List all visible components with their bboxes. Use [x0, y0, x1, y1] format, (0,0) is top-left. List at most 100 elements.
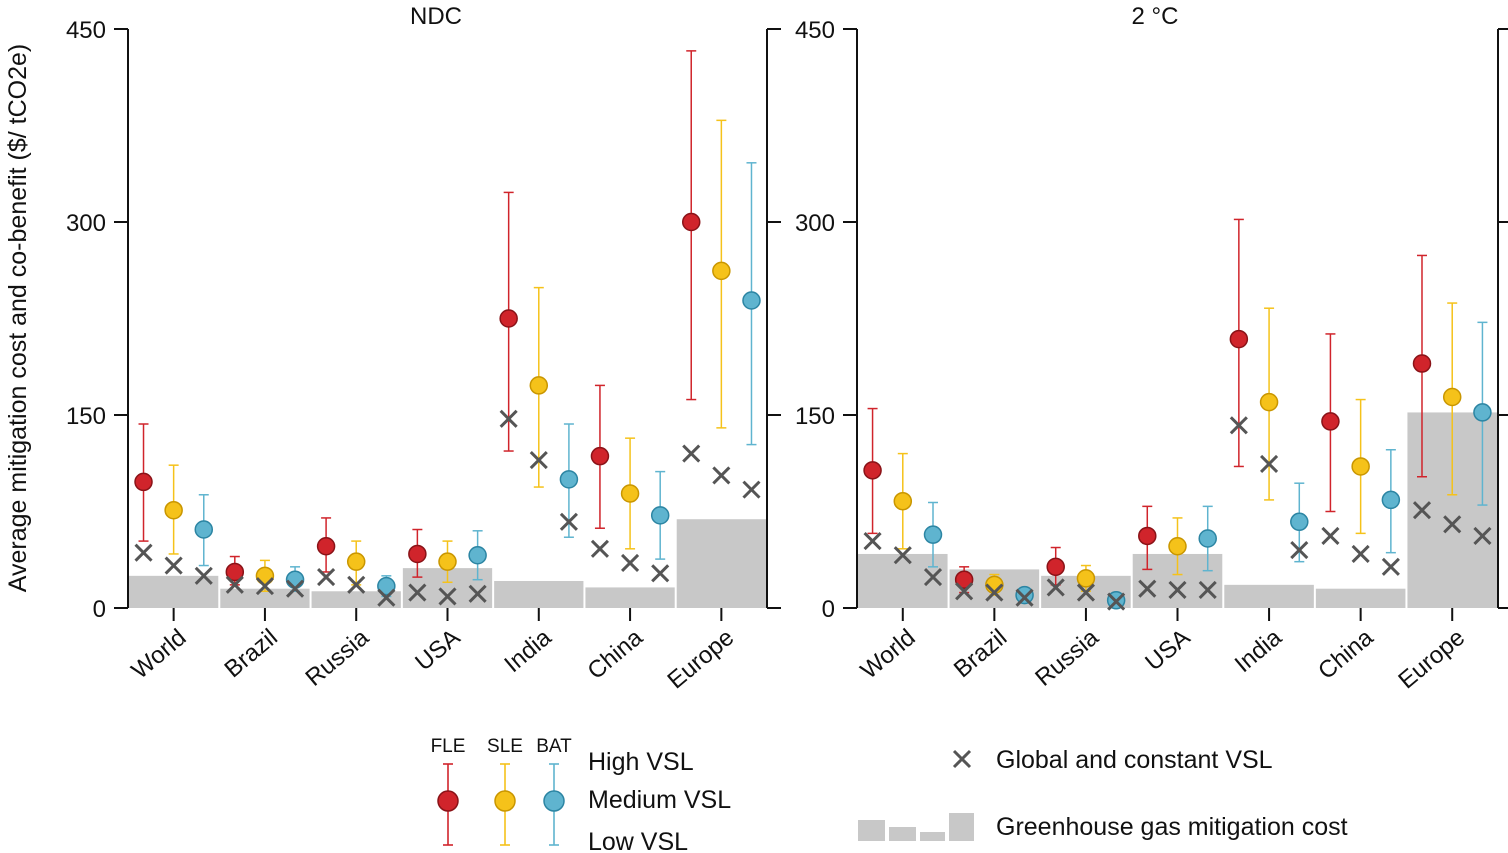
cross-stroke — [255, 577, 274, 596]
global-vsl-cross-india-1 — [1260, 454, 1279, 473]
cross-stroke — [285, 579, 305, 598]
legend-label-sle: SLE — [487, 736, 523, 757]
global-vsl-cross-china-2 — [651, 564, 670, 583]
cross-stroke — [499, 409, 518, 428]
cross-stroke — [712, 466, 731, 485]
cross-stroke — [408, 583, 427, 602]
cross-stroke — [468, 584, 487, 603]
cross-stroke — [1076, 583, 1095, 602]
cross-stroke — [985, 583, 1004, 602]
cross-stroke — [529, 450, 548, 470]
medium-vsl-point-europe-bat — [1473, 403, 1492, 422]
x-tick-label-world: World — [856, 624, 921, 685]
cross-stroke — [1443, 515, 1462, 534]
medium-vsl-point-china-bat — [1381, 490, 1401, 510]
medium-vsl-point-world-fle — [134, 472, 153, 492]
cross-stroke — [742, 480, 761, 499]
y-tick-label-150: 150 — [66, 403, 106, 430]
ghg-cost-bar-world — [858, 553, 948, 608]
ghg-cost-bar-india — [1224, 584, 1314, 608]
x-tick-label-europe: Europe — [663, 624, 740, 694]
cross-stroke — [317, 568, 336, 587]
x-tick-label-russia: Russia — [1030, 623, 1104, 691]
x-tick-label-world: World — [126, 624, 191, 685]
legend-label-fle: FLE — [431, 736, 466, 757]
global-vsl-cross-europe-1 — [1443, 515, 1462, 534]
medium-vsl-point-india-bat — [1290, 512, 1309, 532]
medium-vsl-point-world-sle — [893, 491, 913, 511]
cross-stroke — [1046, 578, 1065, 597]
medium-vsl-point-usa-sle — [1168, 536, 1187, 556]
cross-stroke — [1260, 454, 1279, 473]
ghg-cost-bar-india — [494, 580, 584, 608]
cross-stroke — [1015, 588, 1034, 607]
global-vsl-cross-europe-2 — [742, 480, 761, 499]
panel-2c: 0 150 300 450 World Brazil Russia USA India China… — [795, 17, 1508, 694]
global-vsl-cross-russia-1 — [347, 575, 366, 594]
global-vsl-cross-world-2 — [194, 566, 213, 585]
x-tick-label-india: India — [1230, 623, 1288, 678]
cross-stroke — [377, 588, 396, 607]
x-tick-label-usa: USA — [410, 624, 465, 676]
global-vsl-cross-china-0 — [590, 539, 610, 558]
global-vsl-cross-europe-0 — [1412, 501, 1432, 520]
cross-stroke — [194, 566, 213, 585]
y-tick-label-300: 300 — [66, 210, 106, 237]
y-tick-label-150: 150 — [795, 403, 835, 430]
cross-stroke — [347, 575, 366, 594]
cross-stroke — [438, 587, 457, 606]
medium-vsl-point-china-fle — [1321, 412, 1340, 431]
global-vsl-cross-india-0 — [499, 409, 518, 428]
global-vsl-cross-russia-2 — [1107, 592, 1126, 611]
ghg-cost-bar-brazil — [220, 588, 310, 608]
cross-stroke — [651, 564, 670, 583]
cross-stroke — [1168, 580, 1187, 600]
medium-vsl-point-europe-bat — [742, 291, 761, 310]
global-vsl-cross-world-1 — [164, 556, 183, 575]
global-vsl-cross-world-1 — [893, 546, 912, 565]
cross-stroke — [923, 568, 943, 587]
medium-vsl-point-usa-sle — [438, 552, 457, 571]
global-vsl-cross-world-0 — [134, 543, 153, 562]
cross-stroke — [1229, 416, 1248, 435]
cross-stroke — [164, 556, 183, 575]
y-tick-label-0: 0 — [93, 596, 106, 623]
ghg-cost-bar-china — [1315, 588, 1406, 608]
medium-vsl-point-russia-fle — [1046, 557, 1065, 577]
x-tick-label-china: China — [1313, 624, 1379, 685]
cross-stroke — [955, 582, 974, 601]
global-vsl-cross-china-0 — [1321, 526, 1340, 546]
x-tick-label-china: China — [583, 624, 649, 685]
medium-vsl-point-china-fle — [590, 446, 610, 466]
cross-stroke — [1138, 579, 1157, 598]
medium-vsl-point-india-bat — [559, 470, 579, 489]
global-vsl-cross-brazil-2 — [1015, 588, 1034, 607]
cross-stroke — [621, 553, 640, 573]
x-tick-label-usa: USA — [1140, 624, 1195, 676]
legend-vsl: FLE SLE BAT High VSL Medium VSL Low VSL — [431, 736, 732, 853]
medium-vsl-point-europe-sle — [712, 261, 731, 281]
global-vsl-cross-usa-2 — [468, 584, 487, 603]
y-tick-label-300: 300 — [795, 210, 835, 237]
global-vsl-cross-brazil-2 — [285, 579, 305, 598]
medium-vsl-point-brazil-bat — [285, 570, 305, 589]
medium-vsl-point-india-sle — [1259, 392, 1279, 412]
medium-vsl-point-usa-fle — [408, 544, 427, 564]
global-vsl-cross-usa-1 — [438, 587, 457, 606]
cross-stroke — [1381, 557, 1400, 576]
global-vsl-cross-europe-0 — [682, 444, 701, 463]
medium-vsl-point-world-fle — [863, 461, 882, 480]
medium-vsl-point-china-sle — [620, 484, 640, 503]
medium-vsl-point-world-bat — [194, 520, 214, 539]
medium-vsl-point-usa-bat — [468, 545, 487, 565]
cross-stroke — [863, 532, 882, 551]
global-vsl-cross-china-1 — [621, 553, 640, 573]
legend-low-vsl: Low VSL — [588, 828, 688, 853]
medium-vsl-point-europe-sle — [1442, 387, 1462, 407]
medium-vsl-point-world-sle — [164, 500, 183, 520]
x-tick-label-russia: Russia — [301, 623, 375, 691]
cross-stroke — [1412, 501, 1432, 520]
medium-vsl-point-brazil-fle — [225, 562, 245, 582]
legend-high-vsl: High VSL — [588, 748, 694, 776]
legend-cross-icon — [952, 749, 972, 769]
